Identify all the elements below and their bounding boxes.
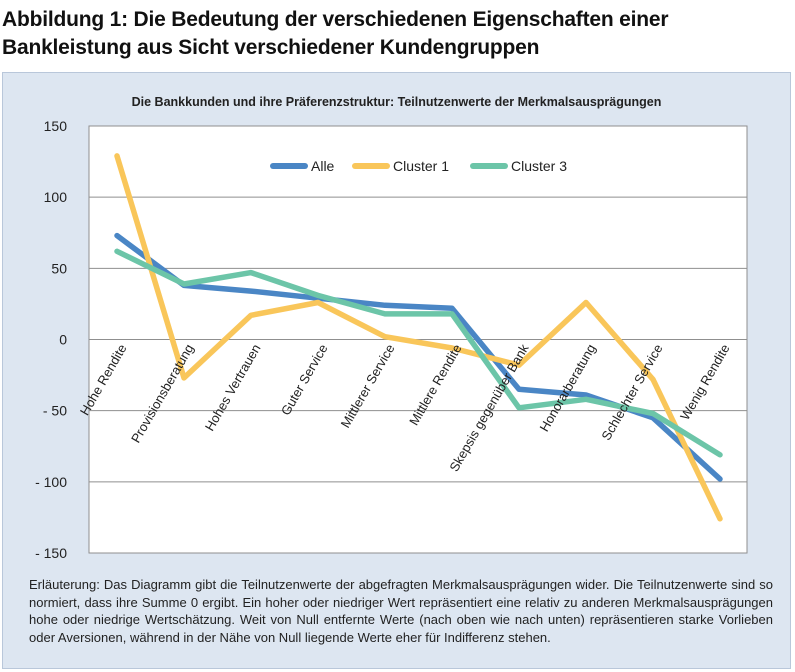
y-tick-label: 0: [59, 332, 67, 348]
y-tick-label: 100: [44, 189, 68, 205]
legend-entry: Alle: [311, 158, 335, 174]
chart-caption: Erläuterung: Das Diagramm gibt die Teiln…: [29, 577, 773, 645]
chart-panel: Die Bankkunden und ihre Präferenzstruktu…: [2, 72, 791, 669]
y-tick-label: - 100: [35, 474, 67, 490]
figure-title: Abbildung 1: Die Bedeutung der verschied…: [2, 8, 669, 59]
y-tick-label: 150: [44, 118, 68, 134]
y-tick-label: - 150: [35, 545, 67, 561]
series-line-2: [114, 153, 723, 522]
legend-entry: Cluster 3: [511, 158, 567, 174]
series-line-3: [114, 248, 723, 458]
y-tick-label: - 50: [43, 403, 67, 419]
chart-title: Die Bankkunden und ihre Präferenzstruktu…: [131, 95, 662, 109]
y-tick-label: 50: [51, 260, 67, 276]
legend-entry: Cluster 1: [393, 158, 449, 174]
